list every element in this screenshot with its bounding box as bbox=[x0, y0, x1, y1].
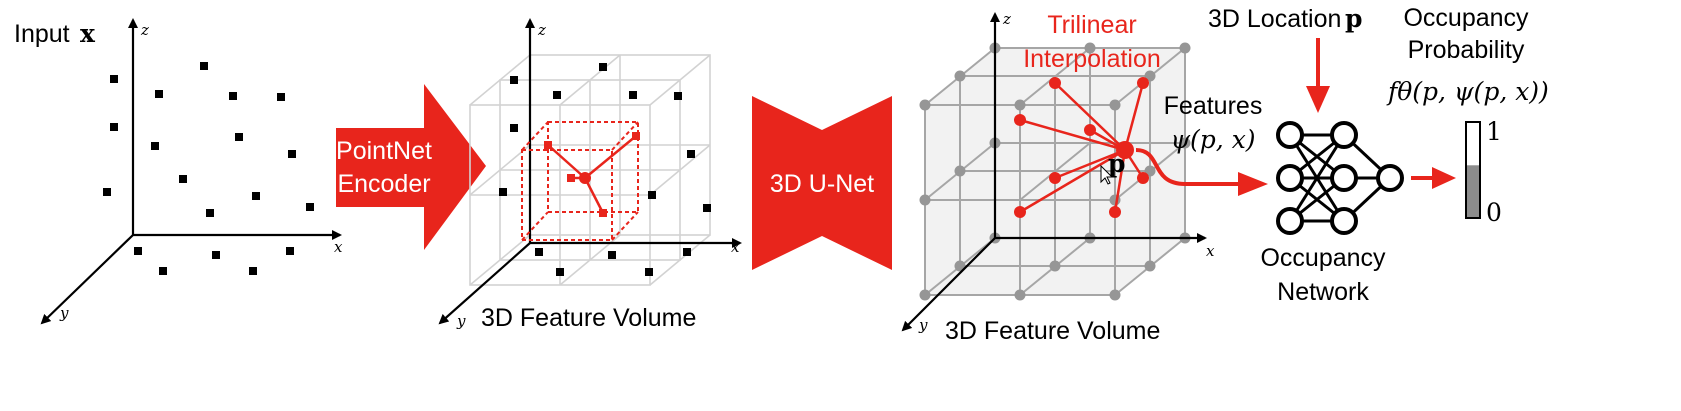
unet-label: 3D U-Net bbox=[770, 170, 874, 198]
features-arrow-head bbox=[1238, 172, 1268, 196]
volume-points bbox=[499, 63, 711, 276]
point bbox=[110, 75, 118, 83]
y-axis bbox=[40, 234, 134, 325]
location-symbol: p bbox=[1345, 4, 1362, 33]
z-axis-label: z bbox=[537, 21, 546, 39]
highlighted-cell bbox=[521, 121, 640, 241]
location-arrow-head bbox=[1306, 86, 1330, 113]
grid-vertices bbox=[919, 42, 1191, 301]
y-axis-label: y bbox=[918, 316, 928, 334]
query-point bbox=[1116, 141, 1134, 159]
occupancy-network: Occupancy Network bbox=[1260, 121, 1404, 306]
point bbox=[277, 93, 285, 101]
input-panel: Input x z x y bbox=[14, 18, 343, 325]
point bbox=[286, 247, 294, 255]
point bbox=[252, 192, 260, 200]
location-label: 3D Location bbox=[1208, 5, 1341, 33]
feature-volume-caption-2: 3D Feature Volume bbox=[945, 317, 1160, 345]
mouse-cursor-icon bbox=[1100, 164, 1114, 185]
network-label-line1: Occupancy bbox=[1260, 244, 1386, 272]
point bbox=[179, 175, 187, 183]
probability-label-line2: Probability bbox=[1408, 36, 1525, 64]
encoder-arrow-shape bbox=[336, 84, 486, 250]
point bbox=[159, 267, 167, 275]
unet-block: 3D U-Net bbox=[752, 96, 892, 270]
feature-volume-caption-1: 3D Feature Volume bbox=[481, 304, 696, 332]
point bbox=[206, 209, 214, 217]
probability-bar-fill bbox=[1467, 165, 1479, 217]
point bbox=[200, 62, 208, 70]
point bbox=[249, 267, 257, 275]
point bbox=[110, 123, 118, 131]
feature-volume-panel-2: z x y p Trilinear Interpolation 3D Featu… bbox=[901, 10, 1215, 345]
point bbox=[134, 247, 142, 255]
y-axis bbox=[438, 242, 531, 325]
point bbox=[155, 90, 163, 98]
y-axis bbox=[901, 237, 996, 332]
trilinear-label-line2: Interpolation bbox=[1023, 45, 1161, 73]
network-nodes bbox=[1276, 121, 1404, 235]
point bbox=[212, 251, 220, 259]
interpolation-corners bbox=[1014, 77, 1149, 218]
input-points bbox=[103, 62, 314, 275]
point bbox=[151, 142, 159, 150]
query-point-label: p bbox=[1108, 149, 1125, 178]
x-axis-label: x bbox=[1206, 242, 1215, 260]
encoder-label-line1: PointNet bbox=[336, 137, 432, 165]
y-axis-label: y bbox=[59, 304, 69, 322]
features-group: Features ψ(p, x) bbox=[1135, 92, 1268, 196]
unet-shape bbox=[752, 96, 892, 270]
input-label: Input bbox=[14, 20, 70, 48]
location-group: 3D Location p bbox=[1208, 4, 1362, 113]
point bbox=[235, 133, 243, 141]
x-axis-label: x bbox=[334, 238, 343, 256]
z-axis-label: z bbox=[140, 21, 149, 39]
point bbox=[103, 188, 111, 196]
network-label-line2: Network bbox=[1277, 278, 1369, 306]
point bbox=[288, 150, 296, 158]
pointnet-encoder-arrow: PointNet Encoder bbox=[336, 84, 486, 250]
x-axis-label: x bbox=[731, 238, 740, 256]
probability-formula: fθ(p, ψ(p, x)) bbox=[1386, 77, 1549, 106]
probability-label-line1: Occupancy bbox=[1403, 4, 1529, 32]
y-axis-label: y bbox=[456, 312, 466, 330]
trilinear-label-line1: Trilinear bbox=[1047, 11, 1136, 39]
output-group: Occupancy Probability fθ(p, ψ(p, x)) 1 0 bbox=[1386, 4, 1549, 227]
features-label: Features bbox=[1164, 92, 1263, 120]
feature-volume-panel-1: z x y bbox=[438, 18, 742, 332]
point bbox=[306, 203, 314, 211]
features-arrow bbox=[1135, 148, 1240, 186]
output-arrow-head bbox=[1432, 167, 1456, 189]
point bbox=[229, 92, 237, 100]
probability-scale-bottom: 0 bbox=[1486, 198, 1502, 227]
z-axis-label: z bbox=[1002, 10, 1011, 28]
features-formula: ψ(p, x) bbox=[1170, 125, 1255, 154]
light-grid-cube bbox=[469, 54, 711, 286]
encoder-label-line2: Encoder bbox=[337, 170, 430, 198]
probability-scale-top: 1 bbox=[1486, 117, 1502, 146]
input-symbol: x bbox=[80, 19, 96, 48]
